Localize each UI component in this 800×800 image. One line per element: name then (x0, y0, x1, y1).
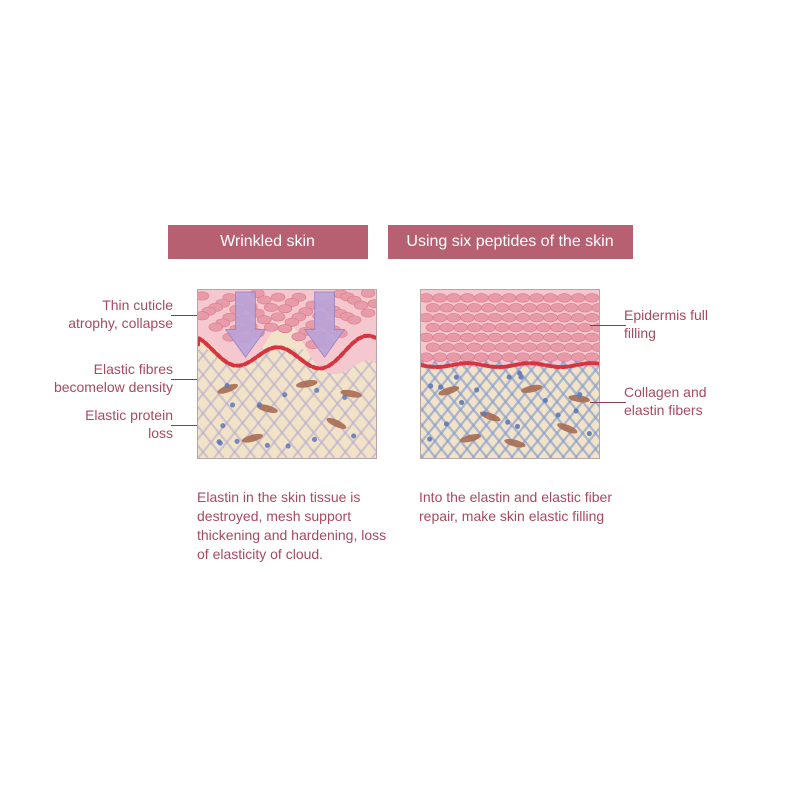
skin-cross-section-wrinkled (198, 290, 376, 458)
label-collagen-elastin: Collagen and elastin fibers (624, 384, 784, 419)
panel-healthy-skin (420, 289, 600, 459)
caption-wrinkled: Elastin in the skin tissue is destroyed,… (197, 488, 399, 564)
header-row: Wrinkled skin Using six peptides of the … (0, 225, 800, 259)
header-wrinkled-skin: Wrinkled skin (168, 225, 368, 259)
panel-wrinkled-skin (197, 289, 377, 459)
leader-line (590, 402, 626, 403)
caption-healthy: Into the elastin and elastic fiber repai… (419, 488, 621, 564)
label-elastic-protein: Elastic protein loss (13, 407, 173, 442)
panels-row: Thin cuticle atrophy, collapse Elastic f… (0, 289, 800, 474)
skin-cross-section-healthy (421, 290, 599, 458)
infographic-container: Wrinkled skin Using six peptides of the … (0, 225, 800, 564)
captions-row: Elastin in the skin tissue is destroyed,… (0, 488, 800, 564)
header-six-peptides: Using six peptides of the skin (388, 225, 633, 259)
label-thin-cuticle: Thin cuticle atrophy, collapse (13, 297, 173, 332)
label-elastic-fibres: Elastic fibres becomelow density (13, 361, 173, 396)
label-epidermis-filling: Epidermis full filling (624, 307, 784, 342)
leader-line (590, 325, 626, 326)
